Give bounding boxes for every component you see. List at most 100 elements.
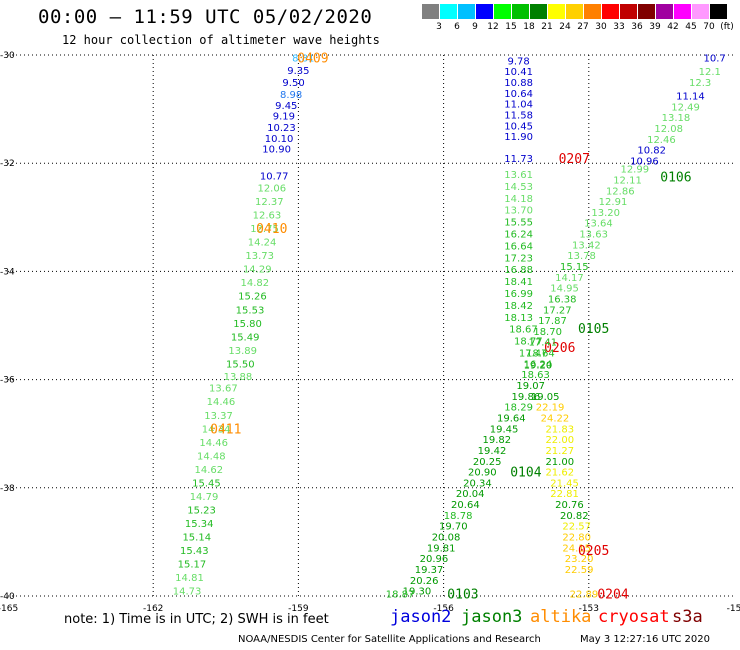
- track-time-label: 0204: [597, 587, 628, 602]
- wave-height-point: 15.50: [226, 359, 255, 370]
- wave-height-point: 15.45: [192, 478, 221, 489]
- legend-label: 6: [454, 22, 460, 32]
- wave-height-point: 8.98: [280, 90, 302, 101]
- wave-height-point: 15.53: [236, 305, 265, 316]
- wave-height-point: 10.82: [637, 146, 666, 157]
- wave-height-point: 20.08: [432, 532, 461, 543]
- wave-height-point: 19.86: [512, 392, 541, 403]
- wave-height-point: 14.34: [202, 424, 231, 435]
- wave-height-point: 14.53: [504, 182, 533, 193]
- wave-height-point: 18.64: [526, 349, 555, 360]
- wave-height-point: 9.50: [282, 78, 304, 89]
- wave-height-point: 11.58: [504, 111, 533, 122]
- legend-swatch: [458, 4, 475, 19]
- wave-height-point: 19.42: [478, 446, 507, 457]
- wave-height-point: 9.19: [273, 112, 295, 123]
- wave-height-point: 13.73: [245, 251, 274, 262]
- wave-height-point: 14.46: [207, 397, 236, 408]
- wave-height-point: 12.46: [647, 135, 676, 146]
- wave-height-point: 22.80: [562, 532, 591, 543]
- legend-swatch: [674, 4, 691, 19]
- wave-height-point: 20.25: [473, 457, 502, 468]
- legend-swatch: [422, 4, 439, 19]
- wave-height-point: 12.75: [250, 224, 279, 235]
- wave-height-point: 15.49: [231, 332, 260, 343]
- wave-height-point: 9.78: [507, 56, 529, 67]
- legend-label: 9: [472, 22, 478, 32]
- wave-height-point: 12.63: [253, 211, 282, 222]
- wave-height-point: 13.63: [579, 230, 608, 241]
- wave-height-point: 22.00: [545, 435, 574, 446]
- wave-height-point: 14.82: [241, 278, 270, 289]
- wave-height-point: 11.90: [504, 132, 533, 143]
- wave-height-point: 14.48: [197, 451, 226, 462]
- wave-height-point: 19.20: [524, 360, 553, 371]
- legend-label: 18: [523, 22, 535, 32]
- wave-height-point: 17.27: [543, 305, 572, 316]
- wave-height-point: 20.76: [555, 500, 584, 511]
- wave-height-point: 14.29: [243, 265, 272, 276]
- wave-height-point: 12.06: [257, 184, 286, 195]
- legend-swatch: [494, 4, 511, 19]
- wave-height-point: 23.20: [565, 554, 594, 565]
- wave-height-point: 22.59: [565, 565, 594, 576]
- wave-height-point: 17.23: [504, 253, 533, 264]
- wave-height-point: 17.87: [538, 316, 567, 327]
- y-tick-label: -40: [0, 592, 15, 602]
- wave-height-point: 10.90: [262, 145, 291, 156]
- chart-subtitle: 12 hour collection of altimeter wave hei…: [62, 33, 380, 47]
- legend-swatch: [512, 4, 529, 19]
- wave-height-point: 12.37: [255, 197, 284, 208]
- wave-height-point: 17.41: [528, 338, 557, 349]
- footer-credit: NOAA/NESDIS Center for Satellite Applica…: [238, 634, 541, 645]
- wave-height-point: 15.17: [178, 560, 207, 571]
- legend-swatch: [620, 4, 637, 19]
- wave-height-point: 10.77: [260, 172, 289, 183]
- track-time-label: 0105: [578, 322, 609, 337]
- wave-height-point: 13.64: [584, 219, 613, 230]
- wave-height-point: 12.08: [654, 124, 683, 135]
- wave-height-point: 22.19: [536, 403, 565, 414]
- wave-height-point: 19.45: [490, 424, 519, 435]
- wave-height-point: 19.05: [531, 392, 560, 403]
- legend-swatch: [548, 4, 565, 19]
- x-tick-label: -162: [143, 604, 163, 614]
- track-time-label: 0103: [447, 587, 478, 602]
- wave-height-point: 11.04: [504, 100, 533, 111]
- wave-height-point: 20.64: [451, 500, 480, 511]
- wave-height-point: 14.46: [199, 438, 228, 449]
- wave-height-point: 15.34: [185, 519, 214, 530]
- wave-height-point: 20.82: [560, 511, 589, 522]
- wave-height-point: 16.24: [504, 230, 533, 241]
- legend-label: 3: [436, 22, 442, 32]
- wave-height-point: 15.26: [238, 292, 267, 303]
- legend-swatch: [710, 4, 727, 19]
- wave-height-point: 21.45: [550, 478, 579, 489]
- wave-height-point: 12.49: [671, 102, 700, 113]
- track-time-label: 0206: [544, 341, 575, 356]
- wave-height-point: 24.15: [562, 543, 591, 554]
- wave-height-point: 12.91: [599, 197, 628, 208]
- wave-height-point: 18.87: [386, 589, 415, 600]
- x-tick-label: -159: [288, 604, 309, 614]
- wave-height-point: 24.22: [541, 413, 570, 424]
- wave-height-point: 12.1: [699, 67, 721, 78]
- wave-height-point: 13.89: [228, 346, 257, 357]
- wave-height-point: 19.64: [497, 413, 526, 424]
- wave-height-point: 10.64: [504, 89, 533, 100]
- wave-height-point: 19.07: [516, 381, 545, 392]
- legend-swatch: [566, 4, 583, 19]
- wave-height-point: 15.15: [560, 262, 589, 273]
- legend-label: 15: [505, 22, 517, 32]
- wave-height-point: 20.04: [456, 489, 485, 500]
- x-tick-label: -156: [433, 604, 454, 614]
- track-time-label: 0409: [297, 52, 328, 67]
- wave-height-point: 14.24: [248, 238, 277, 249]
- wave-height-point: 22.89: [570, 589, 599, 600]
- wave-height-point: 15.43: [180, 546, 209, 557]
- wave-height-point: 14.79: [190, 492, 219, 503]
- legend-swatch: [656, 4, 673, 19]
- legend-label: 21: [541, 22, 553, 32]
- wave-height-point: 16.38: [548, 294, 577, 305]
